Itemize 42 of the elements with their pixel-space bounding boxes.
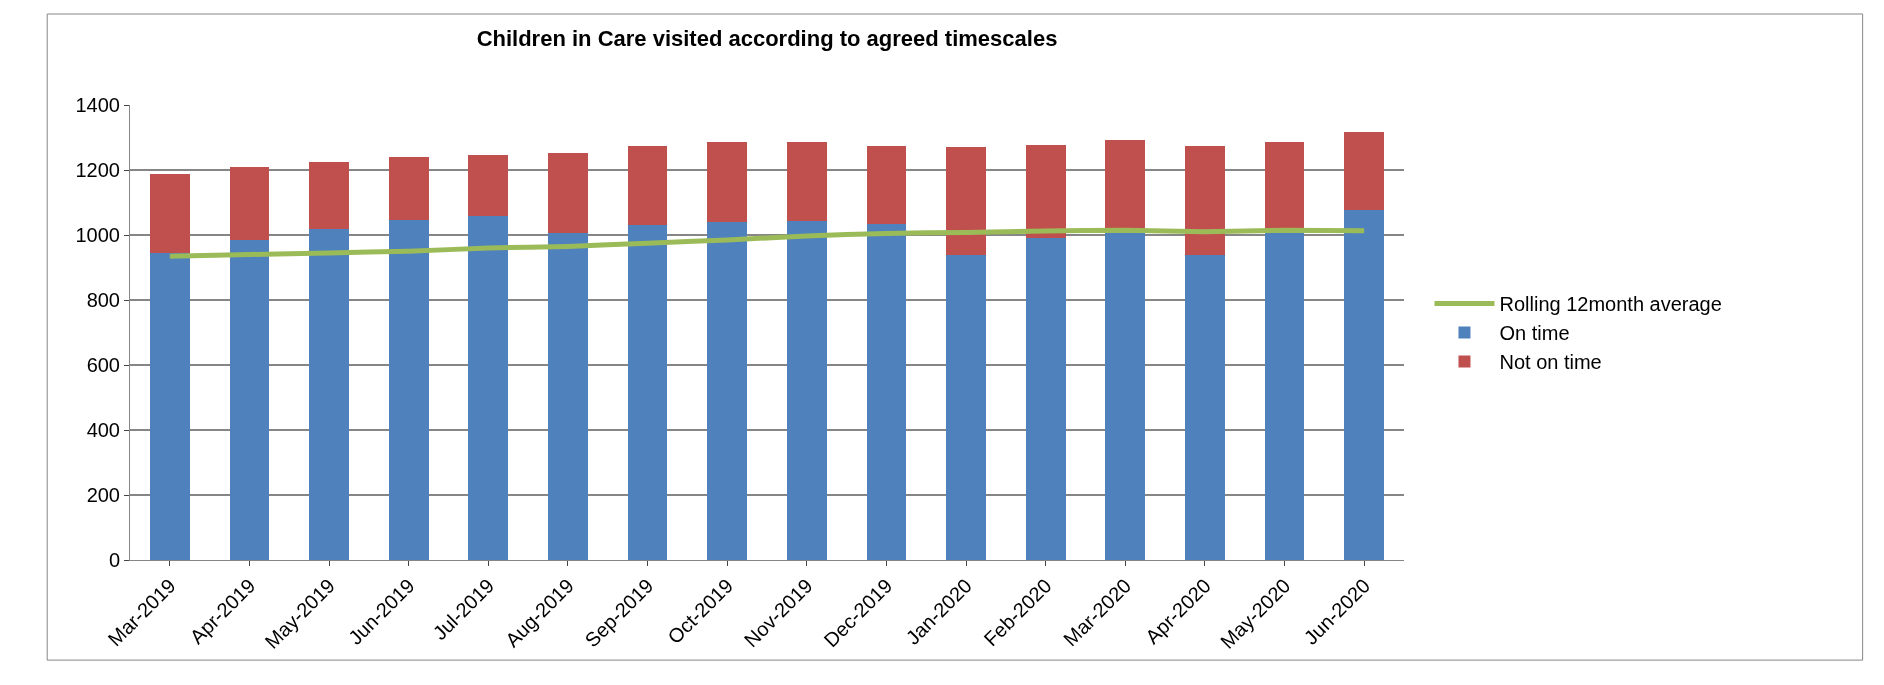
chart-title: Children in Care visited according to agreed timescales: [476, 26, 1058, 52]
bar: [1264, 231, 1305, 560]
bar: [866, 146, 907, 225]
y-tick-label: 0: [108, 549, 120, 571]
bar: [707, 141, 748, 222]
y-tick-label: 800: [86, 289, 120, 311]
bar: [548, 153, 588, 234]
bar: [866, 224, 907, 560]
bar: [548, 233, 588, 560]
bar: [1105, 233, 1146, 560]
y-tick-label: 1000: [75, 224, 120, 246]
bar: [229, 239, 270, 560]
y-tick-label: 1400: [75, 94, 120, 116]
y-tick-label: 1200: [75, 159, 120, 181]
bar: [1344, 131, 1385, 210]
legend-label: Rolling 12month average: [1499, 293, 1722, 316]
bar: [946, 147, 986, 255]
bar: [1025, 144, 1066, 239]
bar: [707, 222, 748, 560]
bar: [309, 228, 349, 560]
bar: [1344, 209, 1385, 560]
bar: [786, 221, 827, 560]
bar: [309, 161, 349, 229]
bar: [786, 141, 827, 222]
bar: [149, 173, 190, 253]
bar: [946, 254, 986, 560]
bar: [388, 220, 429, 560]
y-tick-label: 600: [86, 354, 120, 376]
legend-label: On time: [1499, 322, 1570, 345]
bar: [229, 166, 270, 240]
bar: [1185, 145, 1225, 255]
y-tick-label: 200: [86, 484, 120, 506]
bar: [149, 252, 190, 560]
y-tick-label: 400: [86, 419, 120, 441]
bar: [468, 155, 509, 216]
bar: [388, 157, 429, 221]
bar: [627, 146, 668, 226]
bar: [1185, 254, 1225, 560]
bar: [468, 215, 509, 560]
bar: [627, 225, 668, 560]
legend-label: Not on time: [1499, 351, 1602, 374]
bar: [1025, 238, 1066, 560]
